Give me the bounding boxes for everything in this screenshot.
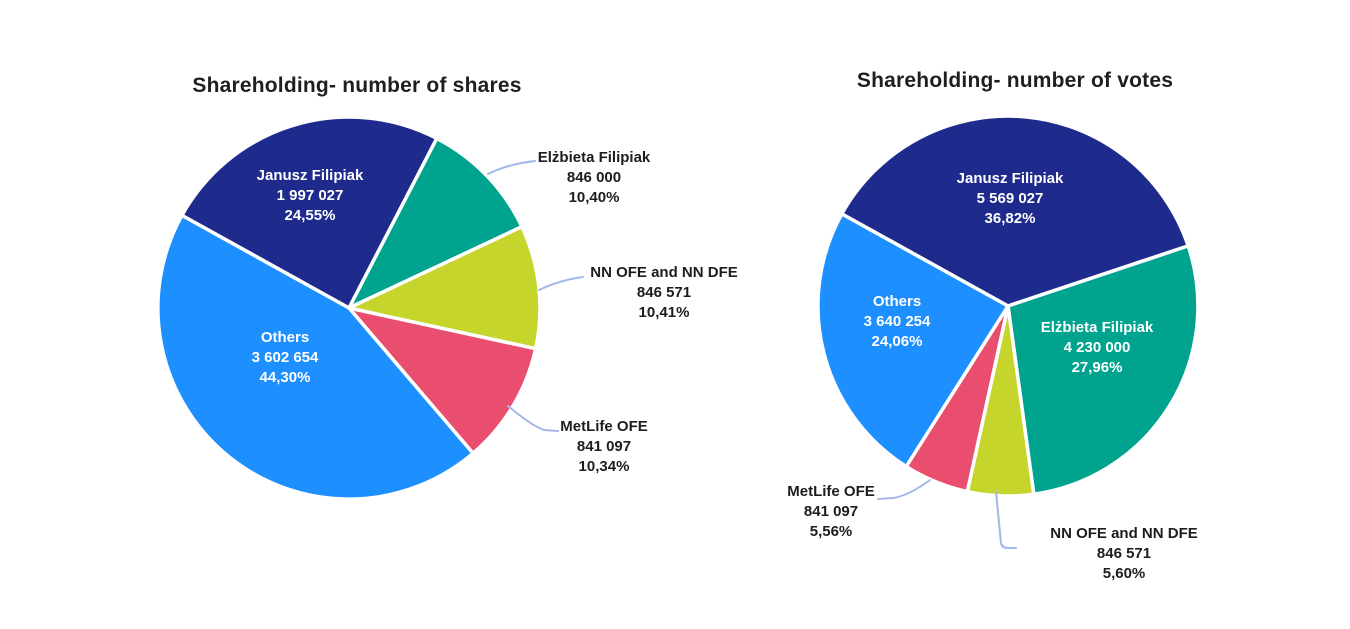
pie-slice-votes-el-bieta-filipiak bbox=[1006, 244, 1200, 496]
pie-slice-votes-janusz-filipiak bbox=[840, 114, 1190, 308]
leader-line-shares-elzbieta-filipiak bbox=[487, 160, 536, 175]
pie-slice-shares-el-bieta-filipiak bbox=[347, 136, 524, 310]
pie-slice-shares-others bbox=[156, 213, 475, 501]
chart-title-shares: Shareholding- number of shares bbox=[192, 74, 522, 97]
leader-line-votes-metlife-ofe bbox=[877, 479, 931, 500]
pie-slice-shares-metlife-ofe bbox=[347, 306, 538, 456]
leader-lines-group bbox=[487, 160, 1017, 549]
pie-slices-group bbox=[156, 114, 1200, 501]
leader-line-shares-nn-ofe bbox=[538, 276, 584, 291]
chart-title-votes: Shareholding- number of votes bbox=[856, 69, 1174, 92]
leader-line-shares-metlife-ofe bbox=[507, 405, 559, 432]
leader-line-votes-nn-ofe bbox=[995, 491, 1017, 549]
pie-slice-votes-others bbox=[816, 212, 1010, 469]
